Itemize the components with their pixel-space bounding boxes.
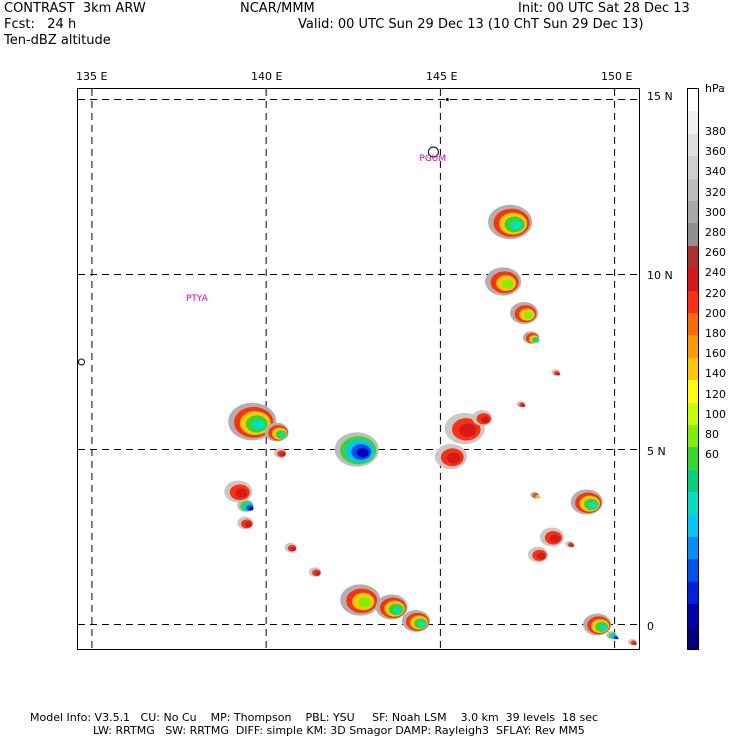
colorbar-segment bbox=[688, 89, 698, 112]
echo-cell bbox=[599, 624, 608, 631]
lat-label-5n: 5 N bbox=[647, 445, 666, 458]
map-panel: PGUM PTYA B bbox=[77, 88, 640, 650]
echo-cell bbox=[633, 642, 637, 645]
colorbar-segment bbox=[688, 492, 698, 516]
lon-label-145: 145 E bbox=[426, 70, 458, 83]
colorbar-segment bbox=[688, 290, 698, 314]
echo-cell bbox=[521, 404, 526, 407]
echo-cell bbox=[356, 447, 369, 458]
colorbar-segment bbox=[688, 313, 698, 336]
header-field-name: Ten-dBZ altitude bbox=[4, 33, 111, 48]
station-label-pgum: PGUM bbox=[419, 154, 447, 164]
colorbar-tick-label: 60 bbox=[705, 448, 719, 462]
colorbar-unit: hPa bbox=[705, 82, 725, 95]
colorbar-tick-label: 280 bbox=[705, 226, 726, 239]
map-canvas bbox=[78, 89, 639, 649]
echo-cell bbox=[459, 423, 477, 437]
header-valid-time: Valid: 00 UTC Sun 29 Dec 13 (10 ChT Sun … bbox=[298, 17, 644, 32]
colorbar-tick-label: 340 bbox=[705, 165, 726, 179]
colorbar-tick-label: 180 bbox=[705, 327, 726, 340]
colorbar-segment bbox=[688, 133, 698, 157]
colorbar-segment bbox=[688, 268, 698, 292]
colorbar-segment bbox=[688, 111, 698, 135]
colorbar-segment bbox=[688, 514, 698, 538]
colorbar-segment bbox=[688, 223, 698, 247]
echo-cell bbox=[446, 452, 461, 464]
colorbar-tick-label: 120 bbox=[705, 387, 726, 401]
colorbar-segment bbox=[688, 156, 698, 180]
echo-cell bbox=[393, 606, 402, 614]
colorbar-segment bbox=[688, 559, 698, 583]
colorbar-tick-label: 160 bbox=[705, 347, 726, 361]
echo-cell bbox=[358, 597, 372, 608]
header-model-name: CONTRAST 3km ARW bbox=[4, 1, 146, 16]
colorbar-tick-label: 240 bbox=[705, 266, 726, 280]
colorbar-tick-label: 300 bbox=[705, 205, 726, 219]
echo-cell bbox=[235, 488, 248, 498]
colorbar-segment bbox=[688, 469, 698, 493]
lat-label-15n: 15 N bbox=[647, 90, 673, 103]
echo-cell bbox=[480, 416, 490, 423]
colorbar-segment bbox=[688, 537, 698, 560]
echo-cell bbox=[510, 220, 523, 230]
echo-cell bbox=[523, 311, 534, 320]
island-outline bbox=[427, 146, 439, 158]
echo-cell bbox=[570, 544, 575, 547]
echo-cell bbox=[418, 621, 426, 628]
lon-label-135: 135 E bbox=[76, 70, 108, 83]
lon-label-150: 150 E bbox=[601, 70, 633, 83]
footer-physics-info: LW: RRTMG SW: RRTMG DIFF: simple KM: 3D … bbox=[30, 724, 585, 737]
colorbar-segment bbox=[688, 447, 698, 471]
colorbar-tick-label: 200 bbox=[705, 306, 726, 320]
lat-label-0: 0 bbox=[647, 620, 654, 633]
footer-model-info: Model Info: V3.5.1 CU: No Cu MP: Thompso… bbox=[30, 711, 599, 724]
header-init-time: Init: 00 UTC Sat 28 Dec 13 bbox=[518, 1, 690, 16]
echo-cell bbox=[537, 496, 541, 499]
header-forecast-hour: Fcst: 24 h bbox=[4, 17, 77, 32]
colorbar bbox=[687, 88, 699, 650]
echo-cell bbox=[556, 372, 561, 376]
echo-cell bbox=[290, 547, 297, 552]
colorbar-tick-label: 320 bbox=[705, 185, 726, 199]
header-institution: NCAR/MMM bbox=[240, 1, 315, 16]
echo-cell bbox=[315, 571, 321, 576]
echo-cell bbox=[249, 506, 254, 511]
echo-cell bbox=[279, 432, 286, 438]
island-outline bbox=[445, 98, 449, 101]
echo-cell bbox=[534, 338, 540, 343]
colorbar-tick-label: 380 bbox=[705, 125, 726, 138]
lon-label-140: 140 E bbox=[251, 70, 283, 83]
station-label-ptya: PTYA bbox=[185, 294, 208, 304]
echo-cell bbox=[280, 452, 286, 457]
colorbar-tick-label: 260 bbox=[705, 246, 726, 260]
colorbar-tick-label: 360 bbox=[705, 145, 726, 159]
colorbar-tick-label: 100 bbox=[705, 407, 726, 421]
lat-label-10n: 10 N bbox=[647, 269, 673, 282]
colorbar-tick-label: 220 bbox=[705, 286, 726, 300]
colorbar-tick-label: 140 bbox=[705, 367, 726, 381]
colorbar-tick-label: 80 bbox=[705, 428, 719, 441]
colorbar-segment bbox=[688, 626, 698, 650]
colorbar-segment bbox=[688, 402, 698, 426]
colorbar-segment bbox=[688, 357, 698, 381]
colorbar-segment bbox=[688, 335, 698, 359]
echo-cell bbox=[588, 501, 598, 509]
echo-cell bbox=[244, 521, 252, 528]
colorbar-segment bbox=[688, 201, 698, 224]
colorbar-segment bbox=[688, 604, 698, 628]
colorbar-segment bbox=[688, 178, 698, 202]
colorbar-segment bbox=[688, 425, 698, 448]
echo-cell bbox=[549, 534, 561, 543]
colorbar-segment bbox=[688, 380, 698, 404]
echo-cell bbox=[615, 637, 619, 640]
echo-cell bbox=[536, 552, 546, 560]
echo-cell bbox=[251, 419, 265, 430]
colorbar-segment bbox=[688, 245, 698, 269]
colorbar-segment bbox=[688, 581, 698, 605]
echo-cell bbox=[501, 279, 514, 289]
island-outline bbox=[78, 358, 85, 366]
